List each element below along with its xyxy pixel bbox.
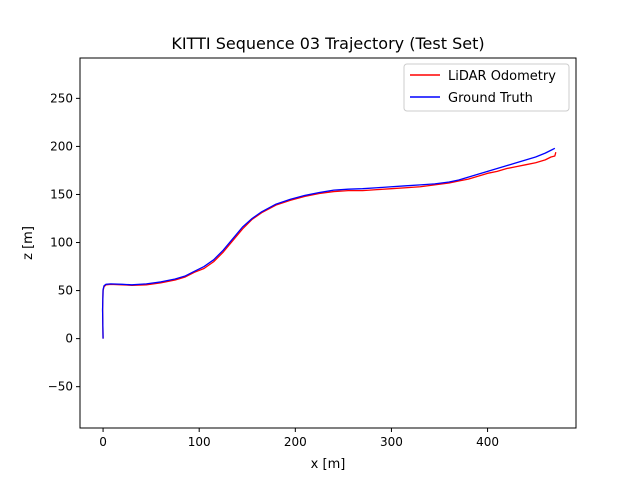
y-tick-label: 150	[50, 187, 73, 201]
series-line-ground-truth	[101, 147, 556, 339]
y-axis-label: z [m]	[21, 226, 36, 260]
plot-area	[101, 147, 557, 339]
axis-ticks: 0 100 200 300 400 −50 0 50 100 150 200 250	[48, 91, 499, 449]
legend-label-ground-truth: Ground Truth	[448, 91, 533, 106]
x-tick-label: 0	[99, 435, 107, 449]
x-tick-label: 100	[188, 435, 211, 449]
axes-frame	[79, 57, 577, 429]
x-axis-label: x [m]	[311, 457, 346, 472]
y-tick-label: 250	[50, 91, 73, 105]
y-tick-label: −50	[48, 380, 73, 394]
y-tick-label: 100	[50, 236, 73, 250]
x-tick-label: 400	[476, 435, 499, 449]
x-tick-label: 200	[284, 435, 307, 449]
y-tick-label: 50	[58, 284, 73, 298]
legend-box	[403, 63, 570, 112]
x-tick-label: 300	[380, 435, 403, 449]
chart-title: KITTI Sequence 03 Trajectory (Test Set)	[171, 34, 484, 53]
y-tick-label: 0	[65, 332, 73, 346]
legend: LiDAR Odometry Ground Truth	[403, 63, 570, 112]
legend-label-lidar-odometry: LiDAR Odometry	[448, 69, 556, 84]
y-tick-label: 200	[50, 139, 73, 153]
series-line-lidar-odometry	[101, 152, 557, 339]
